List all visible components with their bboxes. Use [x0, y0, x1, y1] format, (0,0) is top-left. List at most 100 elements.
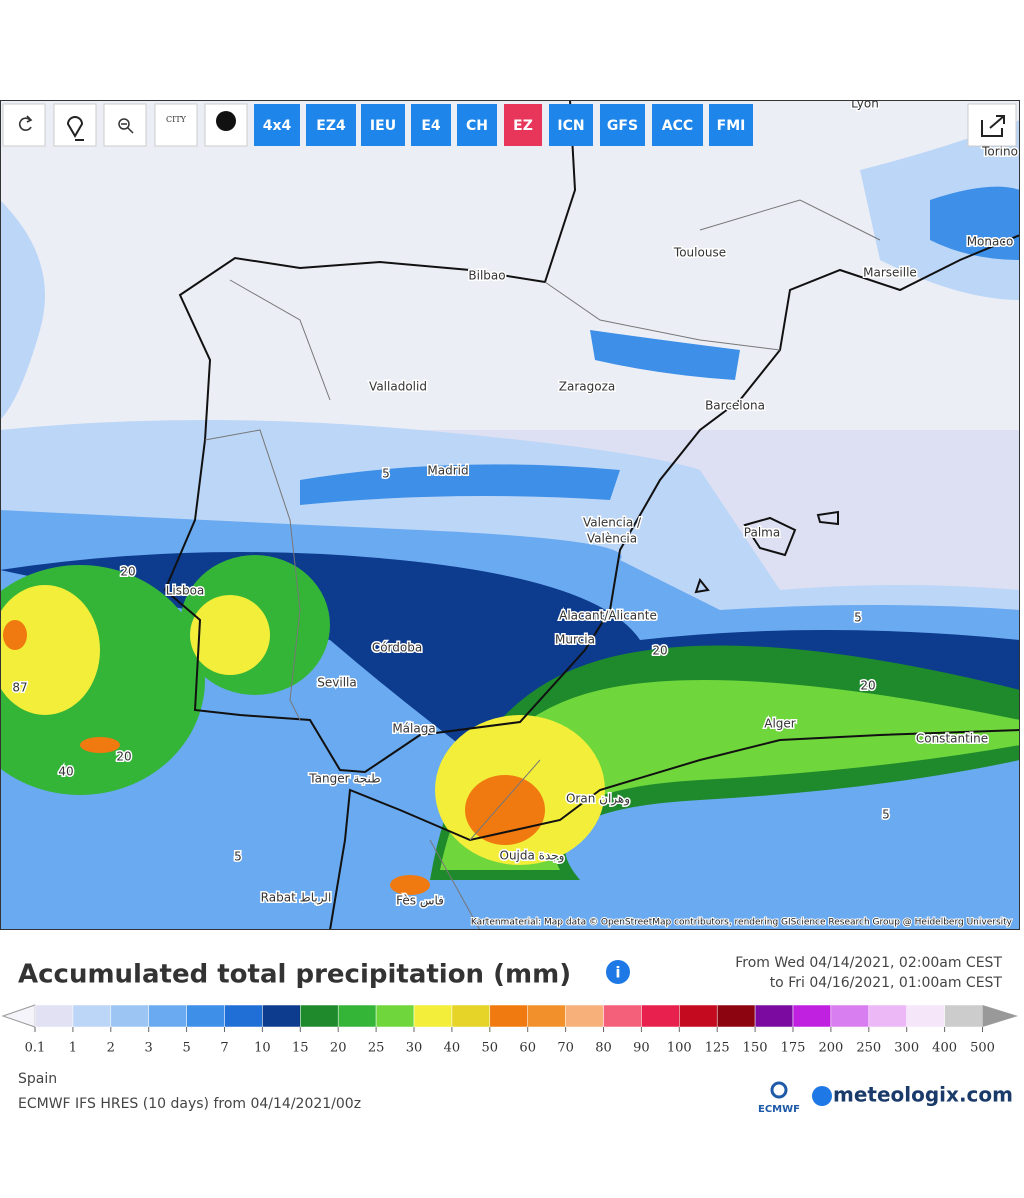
- model-button-label: EZ4: [316, 118, 346, 134]
- map-frame: [0, 100, 1020, 930]
- info-icon[interactable]: [606, 960, 630, 984]
- colorbar-label: 50: [482, 1041, 499, 1056]
- colorbar-swatch: [792, 1004, 832, 1028]
- map-label: Valladolid: [369, 380, 427, 394]
- colorbar-label: 3: [145, 1041, 153, 1056]
- map-label: Valencia /: [583, 516, 642, 530]
- pin-icon: [66, 116, 84, 141]
- model-button[interactable]: [504, 104, 542, 146]
- source: ECMWF IFS HRES (10 days) from 04/14/2021…: [18, 1096, 361, 1112]
- border: [204, 199, 881, 930]
- colorbar-label: 90: [633, 1041, 650, 1056]
- dry-area: [0, 100, 1020, 430]
- model-button[interactable]: [652, 104, 703, 146]
- colorbar-label: 5: [182, 1041, 190, 1056]
- colorbar-swatch: [413, 1004, 453, 1028]
- dot-icon: [216, 111, 236, 131]
- colorbar-label: 80: [595, 1041, 612, 1056]
- colorbar-start: [1, 1004, 36, 1028]
- coastline: [163, 100, 1020, 774]
- colorbar-swatch: [110, 1004, 149, 1028]
- model-button-label: FMI: [717, 118, 746, 134]
- colorbar-label: 125: [705, 1041, 730, 1056]
- colorbar-label: 100: [667, 1041, 692, 1056]
- model-button[interactable]: [306, 104, 356, 146]
- model-button[interactable]: [549, 104, 593, 146]
- colorbar-label: 175: [781, 1041, 806, 1056]
- map-label: Alger: [764, 717, 796, 731]
- colorbar-label: 2: [107, 1041, 115, 1056]
- model-button[interactable]: [254, 104, 300, 146]
- colorbar-label: 1: [69, 1041, 77, 1056]
- model-button[interactable]: [600, 104, 645, 146]
- model-button[interactable]: [361, 104, 405, 146]
- ecmwf-text: ECMWF: [758, 1104, 800, 1115]
- rain-yellow: [0, 585, 100, 715]
- tool-button[interactable]: [103, 103, 147, 147]
- date-to: to Fri 04/16/2021, 01:00am CEST: [770, 975, 1003, 991]
- colorbar-swatch: [148, 1004, 187, 1028]
- map-label: Lyon: [851, 97, 879, 111]
- rain-blue: [300, 186, 1020, 505]
- map[interactable]: Kartenmaterial: Map data © OpenStreetMap…: [0, 97, 1020, 931]
- colorbar-label: 15: [292, 1041, 309, 1056]
- colorbar-swatch: [375, 1004, 415, 1028]
- colorbar-label: 7: [220, 1041, 228, 1056]
- rain-orange: [3, 620, 27, 650]
- colorbar-swatch: [906, 1004, 945, 1028]
- model-button-label: IEU: [370, 118, 396, 134]
- rain-yellow: [190, 595, 270, 675]
- map-label: 20: [860, 679, 875, 693]
- zoom-icon: [118, 118, 134, 134]
- model-button[interactable]: [411, 104, 451, 146]
- map-label: Bilbao: [468, 269, 505, 283]
- site-logo: [812, 1086, 832, 1106]
- map-label: Sevilla: [317, 676, 356, 690]
- colorbar-swatch: [868, 1004, 907, 1028]
- island: [694, 510, 839, 594]
- rain-orange: [465, 775, 545, 845]
- model-button-label: ACC: [662, 118, 693, 134]
- colorbar-swatch: [527, 1004, 566, 1028]
- colorbar-label: 150: [743, 1041, 768, 1056]
- map-label: Fès فاس: [396, 894, 444, 909]
- colorbar-label: 250: [856, 1041, 881, 1056]
- map-label: Toulouse: [673, 246, 726, 260]
- colorbar-label: 10: [254, 1041, 271, 1056]
- model-button[interactable]: [457, 104, 497, 146]
- tool-button[interactable]: [53, 103, 97, 147]
- map-label: 20: [116, 750, 131, 764]
- model-button-label: 4x4: [263, 118, 292, 134]
- colorbar-swatch: [262, 1004, 301, 1028]
- model-button[interactable]: [709, 104, 753, 146]
- map-label: Oran وهران: [566, 792, 630, 807]
- ecmwf-logo: [770, 1081, 788, 1099]
- colorbar-label: 20: [330, 1041, 347, 1056]
- colorbar-swatch: [224, 1004, 263, 1028]
- refresh-icon: [18, 115, 33, 131]
- map-label: Alacant/Alicante: [559, 609, 657, 623]
- map-label: Tanger طنجة: [308, 772, 380, 786]
- colorbar-swatch: [754, 1004, 794, 1028]
- site-name[interactable]: meteologix.com: [833, 1083, 1013, 1107]
- model-button-label: E4: [421, 118, 441, 134]
- share-icon: [981, 115, 1005, 137]
- colorbar-swatch: [565, 1004, 604, 1028]
- model-button-label: ICN: [557, 118, 584, 134]
- colorbar-end: [982, 1005, 1018, 1027]
- tool-button[interactable]: [2, 103, 46, 147]
- map-label: Madrid: [427, 464, 468, 478]
- colorbar-label: 70: [557, 1041, 574, 1056]
- tool-button[interactable]: [154, 103, 198, 147]
- map-label: Rabat الرباط: [261, 891, 332, 906]
- map-label: Barcelona: [705, 399, 765, 413]
- map-label: Zaragoza: [559, 380, 615, 394]
- map-label: 40: [58, 765, 73, 779]
- map-label: Constantine: [916, 732, 988, 746]
- map-label: 5: [234, 850, 242, 864]
- info-glyph: i: [615, 964, 620, 982]
- city-icon: CITY: [166, 115, 187, 124]
- map-label: Lisboa: [166, 584, 205, 598]
